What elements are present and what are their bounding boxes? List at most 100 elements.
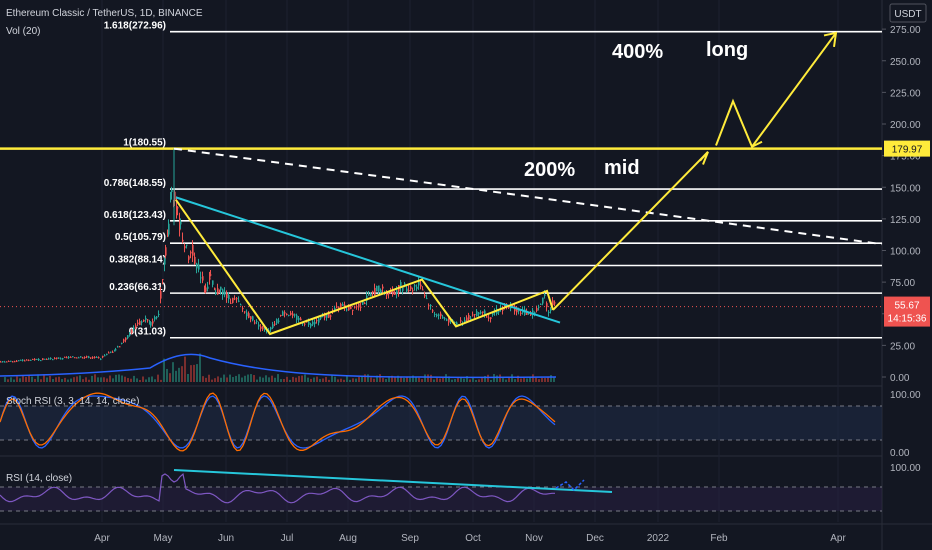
volume-bar xyxy=(442,377,444,382)
candle-body xyxy=(232,297,234,303)
candle-body xyxy=(380,289,382,293)
volume-bar xyxy=(277,374,279,382)
candle-body xyxy=(316,320,318,322)
candle-body xyxy=(300,318,302,321)
volume-bar xyxy=(34,378,36,382)
fib-level-label: 0.382(88.14) xyxy=(109,255,166,266)
volume-bar xyxy=(439,378,441,382)
candle-body xyxy=(78,357,80,359)
time-tick-label: Dec xyxy=(586,533,604,544)
zigzag-pattern xyxy=(175,199,554,336)
volume-bar xyxy=(178,367,180,382)
candle-body xyxy=(414,285,416,287)
candle-body xyxy=(174,191,176,201)
candle-body xyxy=(143,319,145,322)
volume-bar xyxy=(118,374,120,382)
candle-body xyxy=(320,316,322,319)
candle-body xyxy=(14,361,16,363)
candle-body xyxy=(282,311,284,316)
candle-body xyxy=(418,281,420,286)
projection-to-long xyxy=(715,32,837,149)
rsi-line xyxy=(0,472,555,504)
candle-body xyxy=(62,358,64,360)
volume-bar xyxy=(124,376,126,382)
volume-bar xyxy=(301,375,303,382)
volume-bar xyxy=(166,368,168,382)
candle-body xyxy=(552,300,554,306)
arrow-head-icon xyxy=(823,31,838,47)
candle-body xyxy=(388,292,390,295)
volume-bar xyxy=(325,376,327,382)
volume-bar xyxy=(31,376,33,382)
volume-bar xyxy=(208,374,210,382)
time-tick-label: Oct xyxy=(465,533,481,544)
candle-body xyxy=(26,359,28,361)
volume-bar xyxy=(544,378,546,382)
volume-bar xyxy=(112,378,114,382)
time-tick-label: Nov xyxy=(525,533,543,544)
candle-body xyxy=(374,287,376,296)
candle-body xyxy=(354,306,356,308)
price-tick-label: 25.00 xyxy=(890,341,915,352)
rsi-divergence-trendline xyxy=(173,469,613,493)
candle-body xyxy=(270,327,272,330)
candle-body xyxy=(133,327,135,330)
candle-body xyxy=(358,303,360,308)
candle-body xyxy=(356,306,358,308)
volume-bar xyxy=(58,376,60,382)
volume-bar xyxy=(283,378,285,382)
candle-body xyxy=(334,307,336,311)
candle-body xyxy=(30,359,32,361)
volume-bar xyxy=(67,379,69,382)
volume-ma-line xyxy=(0,353,557,379)
volume-bar xyxy=(472,377,474,382)
time-tick-label: Apr xyxy=(830,533,846,544)
candle-body xyxy=(112,351,114,353)
candle-body xyxy=(396,290,398,294)
candle-body xyxy=(242,308,244,310)
volume-bar xyxy=(526,378,528,382)
volume-bar xyxy=(499,374,501,382)
volume-bar xyxy=(553,376,555,382)
candle-body xyxy=(248,313,250,318)
volume-bar xyxy=(163,358,165,382)
price-tick-label: 275.00 xyxy=(890,25,921,36)
volume-bar xyxy=(169,373,171,382)
volume-legend: Vol (20) xyxy=(6,26,40,37)
currency-button[interactable] xyxy=(889,3,927,23)
candle-body xyxy=(209,277,211,280)
volume-bar xyxy=(241,377,243,382)
volume-bar xyxy=(391,375,393,382)
candle-body xyxy=(162,279,164,281)
arrow-head-icon xyxy=(751,140,763,148)
candle-body xyxy=(60,358,62,360)
candle-body xyxy=(492,312,494,315)
volume-bar xyxy=(310,378,312,382)
candle-body xyxy=(205,287,207,292)
volume-bar xyxy=(457,378,459,382)
candle-body xyxy=(0,361,2,363)
candle-body xyxy=(217,288,219,295)
dashed-resistance-line xyxy=(173,147,883,246)
volume-bar xyxy=(37,374,39,382)
candle-body xyxy=(74,357,76,359)
annotation-mid-percent: 200% xyxy=(524,159,575,181)
candle-body xyxy=(212,280,214,285)
volume-bar xyxy=(235,375,237,382)
candle-body xyxy=(102,355,104,358)
volume-bar xyxy=(127,378,129,382)
time-axis[interactable]: Apr May Jun Jul Aug Sep Oct Nov Dec 2022 Feb Apr xyxy=(94,533,846,544)
candle-body xyxy=(336,306,338,308)
time-tick-label: Sep xyxy=(401,533,419,544)
volume-bar xyxy=(487,374,489,382)
candle-body xyxy=(342,304,344,306)
volume-bar xyxy=(88,379,90,382)
projection-to-mid xyxy=(552,151,709,311)
candle-body xyxy=(360,306,362,308)
candle-body xyxy=(149,321,151,323)
volume-bar xyxy=(259,376,261,382)
price-axis[interactable]: 275.00 250.00 225.00 200.00 175.00 150.00 125.… xyxy=(882,25,930,384)
volume-bar xyxy=(334,376,336,382)
candle-body xyxy=(504,305,506,308)
